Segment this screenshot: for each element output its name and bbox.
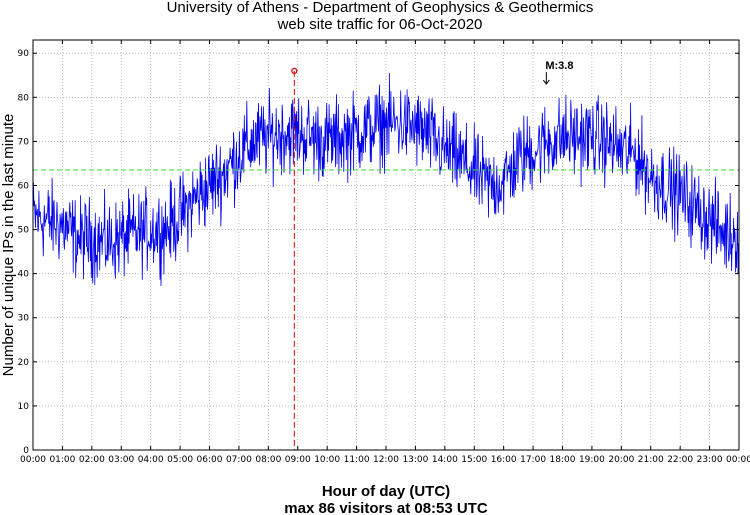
x-tick-label: 00:00 — [726, 455, 750, 465]
x-tick-label: 21:00 — [638, 455, 664, 465]
y-tick-label: 80 — [18, 93, 30, 103]
x-tick-label: 17:00 — [520, 455, 546, 465]
x-tick-label: 15:00 — [461, 455, 487, 465]
annotation-arrow — [542, 72, 550, 85]
series-layer — [32, 73, 739, 287]
chart-subtitle: web site traffic for 06-Oct-2020 — [277, 16, 483, 33]
x-tick-label: 18:00 — [550, 455, 576, 465]
footer-max-note: max 86 visitors at 08:53 UTC — [284, 500, 488, 515]
x-tick-label: 12:00 — [373, 455, 399, 465]
y-tick-label: 0 — [23, 446, 29, 456]
x-tick-label: 03:00 — [108, 455, 134, 465]
x-tick-label: 08:00 — [255, 455, 281, 465]
x-tick-label: 07:00 — [226, 455, 252, 465]
y-tick-label: 60 — [18, 181, 30, 191]
y-tick-label: 40 — [18, 270, 30, 280]
x-tick-label: 22:00 — [667, 455, 693, 465]
x-axis-label: Hour of day (UTC) — [322, 483, 450, 500]
y-tick-label: 10 — [18, 402, 30, 412]
x-tick-label: 06:00 — [197, 455, 223, 465]
y-tick-label: 50 — [18, 226, 30, 236]
tick-marks — [32, 40, 740, 451]
y-tick-label: 90 — [18, 49, 30, 59]
x-tick-label: 04:00 — [138, 455, 164, 465]
x-tick-label: 16:00 — [491, 455, 517, 465]
traffic-series-line — [32, 73, 739, 287]
x-tick-label: 09:00 — [285, 455, 311, 465]
x-tick-label: 02:00 — [79, 455, 105, 465]
max-marker-circle — [291, 67, 298, 75]
x-tick-label: 11:00 — [344, 455, 370, 465]
x-tick-label: 19:00 — [579, 455, 605, 465]
tick-labels: 00:00 01:00 02:00 03:00 04:00 05:00 06:00 07:00… — [18, 49, 750, 465]
x-tick-label: 10:00 — [314, 455, 340, 465]
annotation-label: M:3.8 — [545, 60, 573, 72]
x-tick-label: 14:00 — [432, 455, 458, 465]
chart-title: University of Athens - Department of Geo… — [167, 0, 594, 16]
x-tick-label: 05:00 — [167, 455, 193, 465]
x-tick-label: 13:00 — [402, 455, 428, 465]
x-tick-label: 00:00 — [20, 455, 46, 465]
y-tick-label: 30 — [18, 314, 30, 324]
x-tick-label: 20:00 — [608, 455, 634, 465]
annotation-arrow-head — [542, 79, 550, 85]
y-tick-label: 70 — [18, 137, 30, 147]
x-tick-label: 23:00 — [697, 455, 723, 465]
x-tick-label: 01:00 — [49, 455, 75, 465]
y-tick-label: 20 — [18, 358, 30, 368]
y-axis-label: Number of unique IPs in the last minute — [0, 114, 17, 377]
